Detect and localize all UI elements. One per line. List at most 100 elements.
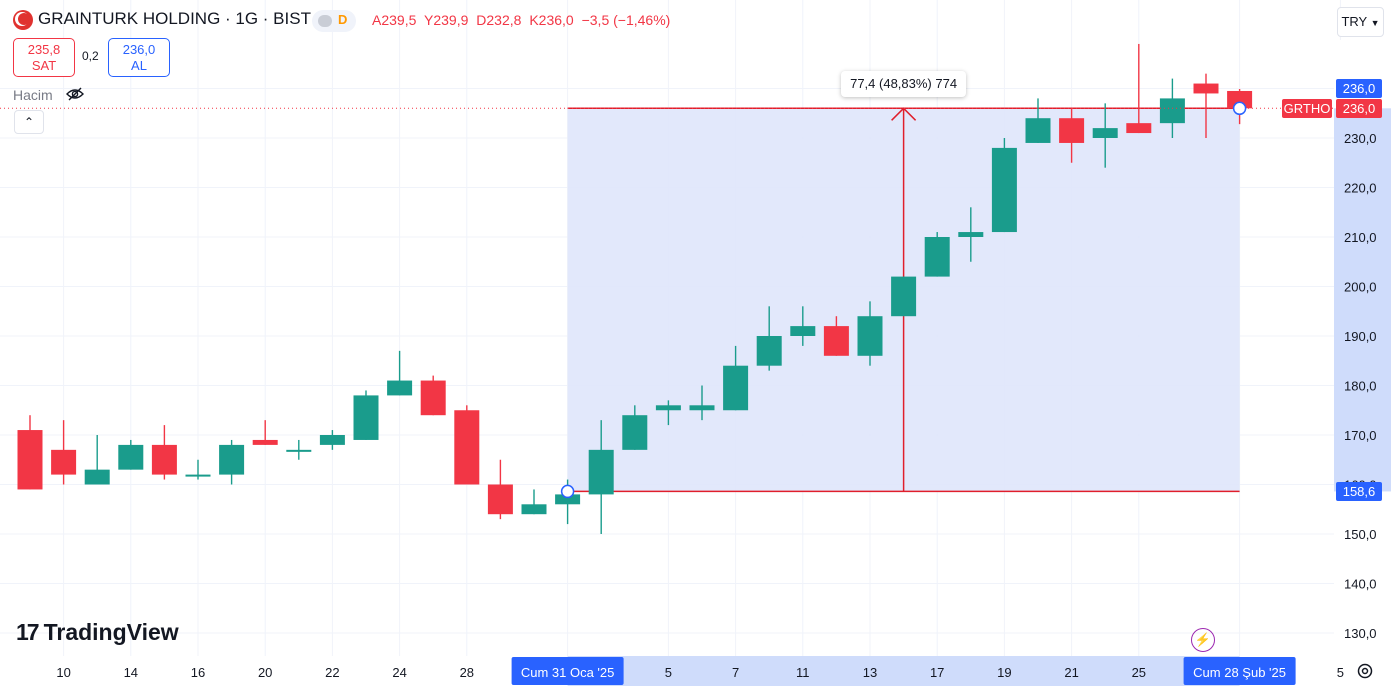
ticker-tag: GRTHO <box>1282 98 1332 118</box>
measure-label: 77,4 (48,83%) 774 <box>841 71 967 97</box>
candle-body <box>1092 128 1118 138</box>
candle-body <box>689 405 715 411</box>
time-tick-label: 11 <box>796 665 810 680</box>
brand-name: TradingView <box>43 619 179 645</box>
candle-body <box>1227 90 1253 109</box>
time-tick-label: 22 <box>325 665 339 680</box>
volume-label: Hacim <box>13 87 53 103</box>
spread-value: 0,2 <box>82 49 99 63</box>
settings-gear-icon[interactable] <box>1356 662 1374 680</box>
candle-body <box>521 504 547 515</box>
price-tick-label: 190,0 <box>1344 329 1377 344</box>
time-tick-label: 13 <box>863 665 877 680</box>
price-axis-range-highlight <box>1334 108 1391 492</box>
price-tick-label: 200,0 <box>1344 280 1377 295</box>
buy-button[interactable]: 236,0 AL <box>108 38 170 77</box>
time-tick-label: 16 <box>191 665 205 680</box>
candle-body <box>51 449 77 475</box>
ohlc-high: Y239,9 <box>424 12 469 28</box>
time-axis-ticks: 10 14 16 20 22 24 28 5 7 11 13 17 19 21 25 5 Cum 31 Oca … <box>56 657 1344 685</box>
time-tick-label: 21 <box>1064 665 1078 680</box>
price-tick-label: 140,0 <box>1344 577 1377 592</box>
buy-label: AL <box>131 58 147 73</box>
chevron-up-icon: ⌃ <box>23 115 35 129</box>
ohlc-open: A239,5 <box>372 12 417 28</box>
time-tick-label: 5 <box>665 665 672 680</box>
candle-body <box>555 494 581 505</box>
candle-body <box>387 380 413 396</box>
candle-body <box>185 474 211 477</box>
candle-body <box>790 326 816 336</box>
price-tick-label: 220,0 <box>1344 181 1377 196</box>
candle-body <box>756 336 782 366</box>
flag-crescent-cut <box>18 13 30 25</box>
candle-body <box>84 469 110 485</box>
lightning-icon[interactable]: ⚡ <box>1191 628 1215 652</box>
candle-body <box>588 449 614 495</box>
candle-body <box>1159 98 1185 124</box>
data-status-label: D <box>338 12 348 27</box>
candle-body <box>1025 118 1051 143</box>
eye-hidden-icon[interactable] <box>66 86 84 102</box>
time-tick-label: 20 <box>258 665 272 680</box>
crosshair-price-tag: 236,0 <box>1336 98 1382 118</box>
price-tick-label: 210,0 <box>1344 230 1377 245</box>
price-tick-label: 170,0 <box>1344 428 1377 443</box>
time-axis-range-highlight <box>567 656 1240 686</box>
price-tick-label: 150,0 <box>1344 527 1377 542</box>
candle-body <box>622 415 648 450</box>
status-dot-icon <box>318 15 332 27</box>
candle-body <box>286 449 312 452</box>
candle-body <box>118 444 144 470</box>
time-tick-label: 10 <box>56 665 70 680</box>
candle-body <box>1059 118 1085 143</box>
candle-body <box>454 410 480 485</box>
candle-body <box>1126 123 1152 134</box>
sell-button[interactable]: 235,8 SAT <box>13 38 75 77</box>
symbol-title[interactable]: GRAINTURK HOLDING · 1G · BIST <box>38 9 311 28</box>
price-tick-label: 130,0 <box>1344 626 1377 641</box>
candle-body <box>487 484 513 515</box>
candle-body <box>420 380 446 416</box>
last-price-tag: 236,0 <box>1336 78 1382 98</box>
time-highlight-label: Cum 31 Oca '25 <box>521 665 615 680</box>
currency-selector[interactable]: TRY ▼ <box>1337 7 1384 37</box>
chevron-down-icon: ▼ <box>1370 18 1380 28</box>
candle-body <box>319 435 345 445</box>
sell-label: SAT <box>31 58 57 73</box>
time-tick-label: 17 <box>930 665 944 680</box>
range-low-price-tag: 158,6 <box>1336 481 1382 501</box>
candle-body <box>823 326 849 356</box>
candle-body <box>17 430 43 490</box>
tradingview-logo[interactable]: 17 TradingView <box>16 619 179 646</box>
candle-body <box>219 444 245 475</box>
candle-body <box>1193 83 1219 94</box>
candle-body <box>958 232 984 237</box>
time-highlight-tag <box>511 657 624 685</box>
measure-arrow-head <box>891 107 917 121</box>
time-tick-label: 5 <box>1337 665 1344 680</box>
collapse-legend-button[interactable]: ⌃ <box>14 110 44 134</box>
candles <box>17 43 1253 534</box>
time-tick-label: 7 <box>732 665 739 680</box>
tv-mark-icon: 17 <box>16 619 40 645</box>
measure-handle-start[interactable] <box>560 484 575 499</box>
time-tick-label: 25 <box>1132 665 1146 680</box>
candle-body <box>655 405 681 411</box>
measure-handle-end[interactable] <box>1232 101 1247 116</box>
candle-body <box>991 147 1017 233</box>
candle-body <box>252 439 278 445</box>
candle-body <box>891 276 917 317</box>
time-highlight-label: Cum 28 Şub '25 <box>1193 665 1286 680</box>
time-tick-label: 24 <box>392 665 406 680</box>
sell-price: 235,8 <box>27 42 61 57</box>
ohlc-values: A239,5 Y239,9 D232,8 K236,0 −3,5 (−1,46%… <box>372 12 674 28</box>
price-tick-label: 180,0 <box>1344 379 1377 394</box>
time-tick-label: 28 <box>460 665 474 680</box>
candle-body <box>353 395 379 440</box>
ohlc-change: −3,5 (−1,46%) <box>581 12 671 28</box>
time-tick-label: 19 <box>997 665 1011 680</box>
price-tick-label: 230,0 <box>1344 131 1377 146</box>
currency-label: TRY <box>1341 14 1367 29</box>
